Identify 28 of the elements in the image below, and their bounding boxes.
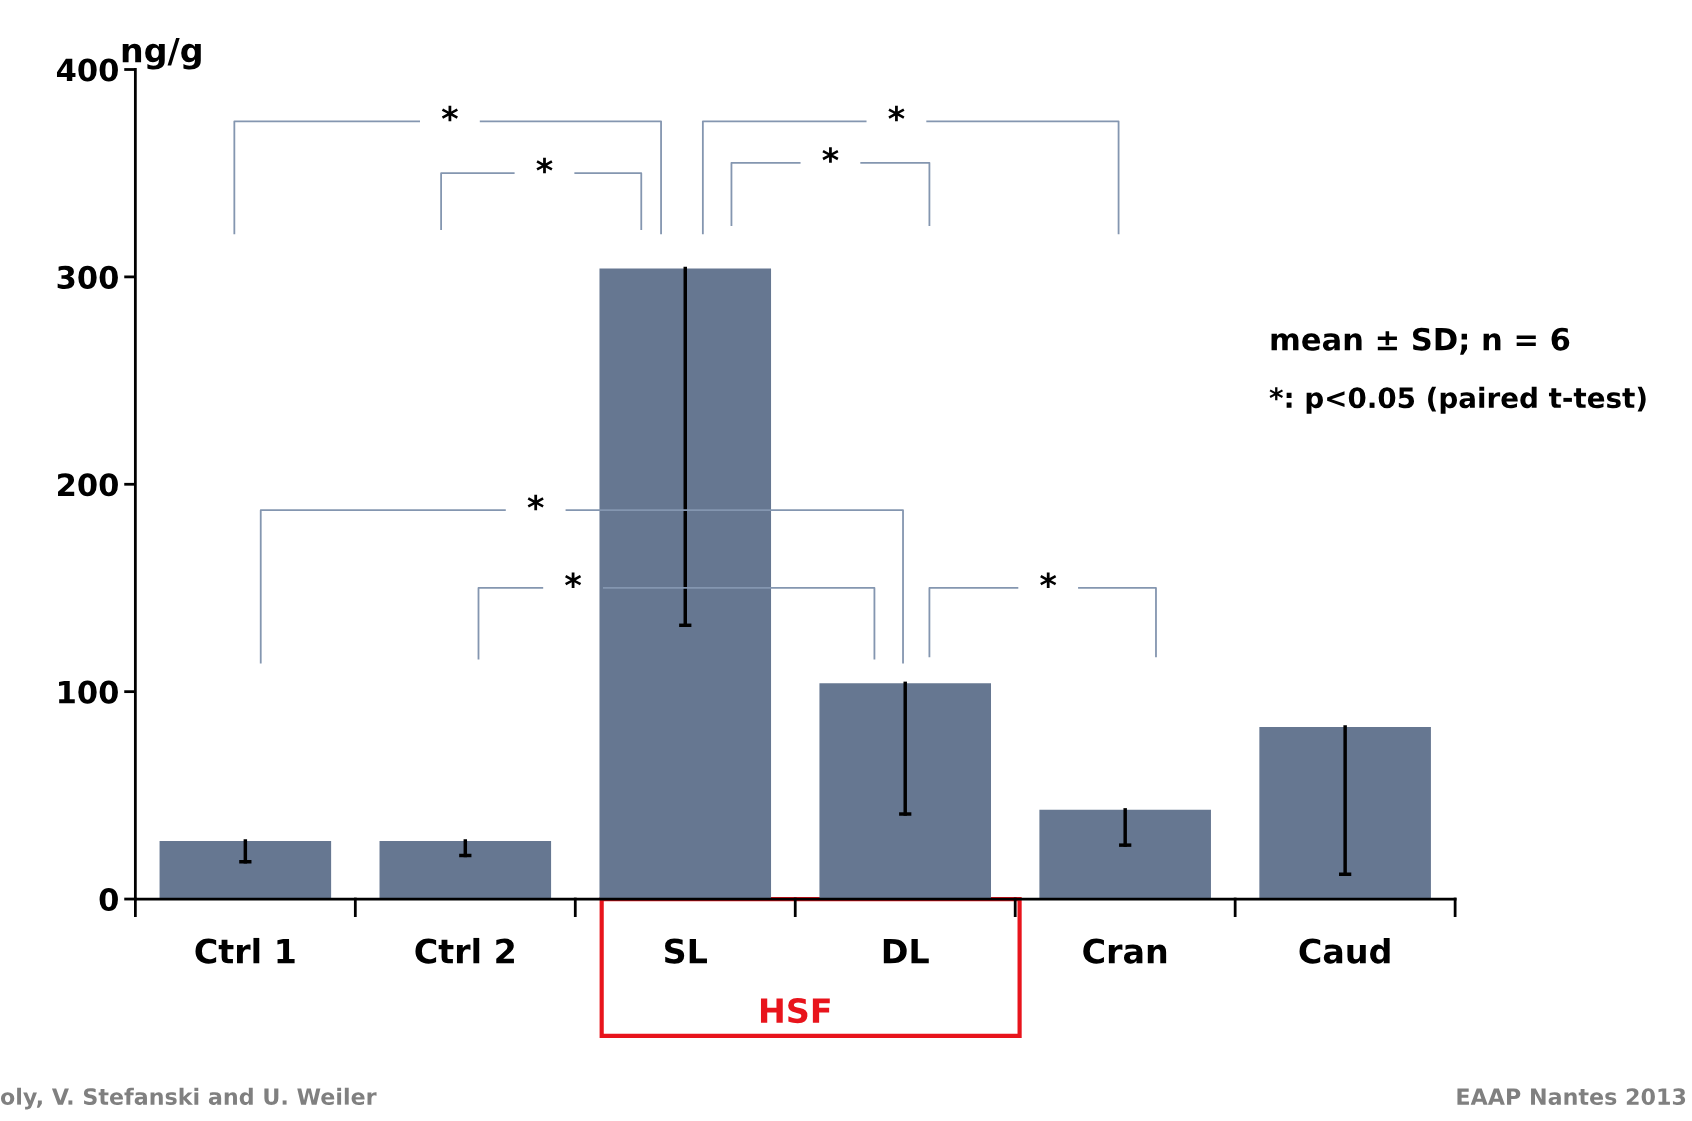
x-tick-label: SL (665, 938, 707, 964)
text: HSF (760, 997, 830, 1024)
y-tick-label: 300 (57, 265, 118, 289)
x-tick-label: Caud (1299, 937, 1390, 964)
y-axis-title: ng/g (122, 38, 201, 70)
annotation: *: p<0.05 (paired t-test) (1269, 386, 1646, 414)
text: EAAP Nantes 2013 (1457, 1088, 1686, 1106)
bar (159, 840, 332, 900)
annotation: * (536, 157, 553, 174)
annotation: * (822, 147, 839, 163)
text: oly, V. Stefanski and U. Weiler (0, 1087, 377, 1110)
y-tick-label: 100 (59, 680, 118, 704)
annotation: * (888, 105, 905, 122)
bar (1259, 726, 1431, 900)
annotation: * (527, 494, 544, 511)
x-tick-label: DL (883, 938, 929, 964)
bar (379, 840, 552, 900)
bar (1039, 809, 1211, 900)
y-tick-label: 400 (56, 58, 118, 82)
annotation: * (565, 572, 582, 588)
x-tick-label: Ctrl 2 (415, 937, 514, 964)
x-tick-label: Cran (1083, 938, 1167, 964)
x-tick-label: Ctrl 1 (195, 937, 295, 964)
y-tick-label: 0 (99, 887, 118, 912)
y-tick-label: 200 (58, 473, 118, 497)
annotation: mean ± SD; n = 6 (1271, 327, 1570, 355)
annotation: * (1040, 572, 1057, 588)
annotation: * (441, 105, 458, 122)
